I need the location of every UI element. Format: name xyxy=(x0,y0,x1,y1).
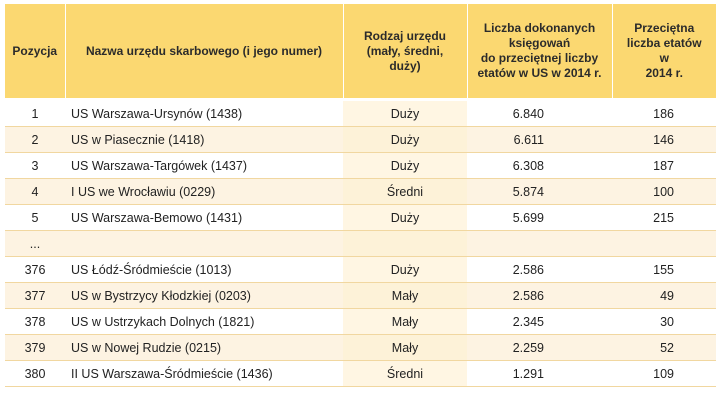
header-postings-line: etatów w US w 2014 r. xyxy=(477,66,602,80)
header-position: Pozycja xyxy=(5,4,66,101)
cell-position: 380 xyxy=(5,360,65,387)
cell-position: 377 xyxy=(5,282,65,309)
table-row: 3 US Warszawa-Targówek (1437) Duży 6.308… xyxy=(5,152,716,179)
cell-office-name: US Warszawa-Ursynów (1438) xyxy=(65,99,343,127)
cell-office-type: Duży xyxy=(343,204,467,231)
cell-postings-per-fte: 2.259 xyxy=(467,334,612,361)
header-postings-line: Liczba dokonanych xyxy=(483,21,596,35)
cell-postings-per-fte: 2.586 xyxy=(467,282,612,309)
cell-position: 2 xyxy=(5,126,65,153)
cell-postings-per-fte: 5.874 xyxy=(467,178,612,205)
cell-average-fte: 100 xyxy=(612,178,716,205)
cell-postings-per-fte: 6.308 xyxy=(467,152,612,179)
cell-average-fte: 52 xyxy=(612,334,716,361)
cell-average-fte: 49 xyxy=(612,282,716,309)
header-office-type-line: Rodzaj urzędu xyxy=(363,28,446,43)
table-row: 376 US Łódź-Śródmieście (1013) Duży 2.58… xyxy=(5,256,716,283)
cell-position: 3 xyxy=(5,152,65,179)
header-office-type-line: duży) xyxy=(389,58,421,73)
table-row: 379 US w Nowej Rudzie (0215) Mały 2.259 … xyxy=(5,334,716,361)
table-row: 1 US Warszawa-Ursynów (1438) Duży 6.840 … xyxy=(5,99,716,127)
tax-office-ranking-table: Pozycja Nazwa urzędu skarbowego (i jego … xyxy=(5,4,716,387)
header-fte-line: liczba etatów xyxy=(626,36,702,50)
table-row: 4 I US we Wrocławiu (0229) Średni 5.874 … xyxy=(5,178,716,205)
cell-office-type: Średni xyxy=(343,178,467,205)
cell-position: 1 xyxy=(5,99,65,127)
cell-postings-per-fte: 6.611 xyxy=(467,126,612,153)
header-fte-line: Przeciętna xyxy=(634,21,695,35)
header-office-name: Nazwa urzędu skarbowego (i jego numer) xyxy=(65,4,344,101)
cell-office-name: II US Warszawa-Śródmieście (1436) xyxy=(65,360,343,387)
cell-position: 5 xyxy=(5,204,65,231)
header-row: Pozycja Nazwa urzędu skarbowego (i jego … xyxy=(5,4,716,101)
cell-average-fte xyxy=(612,230,716,257)
table-row: 2 US w Piasecznie (1418) Duży 6.611 146 xyxy=(5,126,716,153)
cell-office-type: Duży xyxy=(343,256,467,283)
cell-average-fte: 146 xyxy=(612,126,716,153)
table-row: 378 US w Ustrzykach Dolnych (1821) Mały … xyxy=(5,308,716,335)
table-row-ellipsis: ... xyxy=(5,230,716,257)
cell-postings-per-fte: 2.345 xyxy=(467,308,612,335)
header-office-type: Rodzaj urzędu (mały, średni, duży) xyxy=(343,4,468,101)
cell-office-type: Duży xyxy=(343,152,467,179)
header-average-fte: Przeciętna liczba etatów w 2014 r. xyxy=(612,4,716,101)
cell-position: 376 xyxy=(5,256,65,283)
cell-postings-per-fte xyxy=(467,230,612,257)
cell-office-name: US Łódź-Śródmieście (1013) xyxy=(65,256,343,283)
table-body: 1 US Warszawa-Ursynów (1438) Duży 6.840 … xyxy=(5,99,716,387)
cell-office-name: US Warszawa-Targówek (1437) xyxy=(65,152,343,179)
cell-office-type: Mały xyxy=(343,282,467,309)
table-row: 377 US w Bystrzycy Kłodzkiej (0203) Mały… xyxy=(5,282,716,309)
cell-office-name: US w Bystrzycy Kłodzkiej (0203) xyxy=(65,282,343,309)
header-office-type-line: (mały, średni, xyxy=(366,43,444,58)
header-fte-line: w xyxy=(659,51,669,65)
cell-office-type: Mały xyxy=(343,308,467,335)
cell-office-name: US w Nowej Rudzie (0215) xyxy=(65,334,343,361)
tax-office-table-container: Pozycja Nazwa urzędu skarbowego (i jego … xyxy=(5,4,716,387)
cell-office-name: US w Piasecznie (1418) xyxy=(65,126,343,153)
header-postings-line: księgowań xyxy=(508,36,571,50)
cell-office-name: US w Ustrzykach Dolnych (1821) xyxy=(65,308,343,335)
cell-postings-per-fte: 2.586 xyxy=(467,256,612,283)
cell-postings-per-fte: 5.699 xyxy=(467,204,612,231)
header-postings-per-fte: Liczba dokonanych księgowań do przeciętn… xyxy=(467,4,613,101)
cell-position: 378 xyxy=(5,308,65,335)
cell-office-type: Średni xyxy=(343,360,467,387)
cell-office-name xyxy=(65,230,343,257)
cell-office-type: Duży xyxy=(343,126,467,153)
cell-average-fte: 186 xyxy=(612,99,716,127)
cell-office-type: Mały xyxy=(343,334,467,361)
header-fte-line: 2014 r. xyxy=(645,66,683,80)
cell-office-name: I US we Wrocławiu (0229) xyxy=(65,178,343,205)
cell-position: 379 xyxy=(5,334,65,361)
cell-average-fte: 30 xyxy=(612,308,716,335)
cell-office-type: Duży xyxy=(343,99,467,127)
cell-position: 4 xyxy=(5,178,65,205)
table-row: 380 II US Warszawa-Śródmieście (1436) Śr… xyxy=(5,360,716,387)
cell-office-type xyxy=(343,230,467,257)
cell-postings-per-fte: 6.840 xyxy=(467,99,612,127)
cell-average-fte: 109 xyxy=(612,360,716,387)
cell-postings-per-fte: 1.291 xyxy=(467,360,612,387)
cell-office-name: US Warszawa-Bemowo (1431) xyxy=(65,204,343,231)
table-header: Pozycja Nazwa urzędu skarbowego (i jego … xyxy=(5,4,716,101)
cell-average-fte: 187 xyxy=(612,152,716,179)
cell-position: ... xyxy=(5,230,65,257)
cell-average-fte: 155 xyxy=(612,256,716,283)
table-row: 5 US Warszawa-Bemowo (1431) Duży 5.699 2… xyxy=(5,204,716,231)
cell-average-fte: 215 xyxy=(612,204,716,231)
header-postings-line: do przeciętnej liczby xyxy=(480,51,599,65)
